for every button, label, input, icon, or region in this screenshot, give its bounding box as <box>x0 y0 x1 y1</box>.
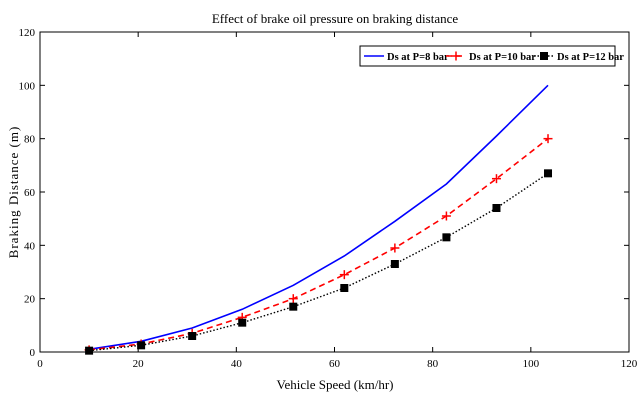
y-tick-label: 120 <box>19 27 36 39</box>
series-3-point <box>85 346 94 355</box>
y-axis-label: Braking Distance (m) <box>6 126 21 259</box>
series-2-point <box>390 243 400 253</box>
series-2-point <box>491 174 501 184</box>
series-2-point <box>441 211 451 221</box>
series-2-point <box>543 134 553 144</box>
x-tick-label: 20 <box>133 358 145 370</box>
series-3-point <box>137 341 146 350</box>
y-tick-label: 100 <box>19 80 36 92</box>
legend: Ds at P=8 bar Ds at P=10 bar Ds at P=12 ba… <box>359 45 624 67</box>
y-tick-label: 60 <box>24 187 36 199</box>
series-3-point <box>544 169 553 178</box>
x-tick-label: 40 <box>231 358 243 370</box>
legend-swatch-marker <box>451 51 461 61</box>
series-2-point <box>339 270 349 280</box>
x-axis-label: Vehicle Speed (km/hr) <box>277 377 394 392</box>
series-3-point <box>289 302 298 311</box>
plot-area: 0 20 40 60 80 100 120 0 20 40 60 80 100 120 <box>19 27 638 370</box>
series-3-point <box>188 332 197 340</box>
series-line-1 <box>88 84 549 351</box>
series-line-2 <box>89 138 549 351</box>
x-tick-label: 100 <box>523 358 540 370</box>
x-tick-label: 0 <box>37 358 43 370</box>
series-3-point <box>442 233 451 242</box>
legend-label: Ds at P=10 bar <box>469 52 536 63</box>
series-2-point <box>288 294 298 304</box>
legend-box <box>359 45 616 67</box>
x-tick-label: 120 <box>621 358 638 370</box>
x-tick-label: 80 <box>427 358 439 370</box>
y-tick-label: 0 <box>30 347 36 359</box>
plot-frame <box>39 31 630 353</box>
chart-title: Effect of brake oil pressure on braking … <box>212 11 459 26</box>
x-tick-label: 60 <box>329 358 341 370</box>
series-3-point <box>238 318 247 327</box>
series-3-point <box>390 260 399 268</box>
y-tick-label: 40 <box>24 240 36 252</box>
series-line-3 <box>89 172 549 352</box>
series-3-point <box>340 284 349 292</box>
legend-swatch-marker <box>540 52 548 60</box>
legend-label: Ds at P=12 bar <box>557 52 624 63</box>
y-tick-label: 20 <box>24 294 36 306</box>
legend-label: Ds at P=8 bar <box>387 52 449 63</box>
series-3-point <box>492 204 501 212</box>
y-tick-label: 80 <box>24 134 36 146</box>
